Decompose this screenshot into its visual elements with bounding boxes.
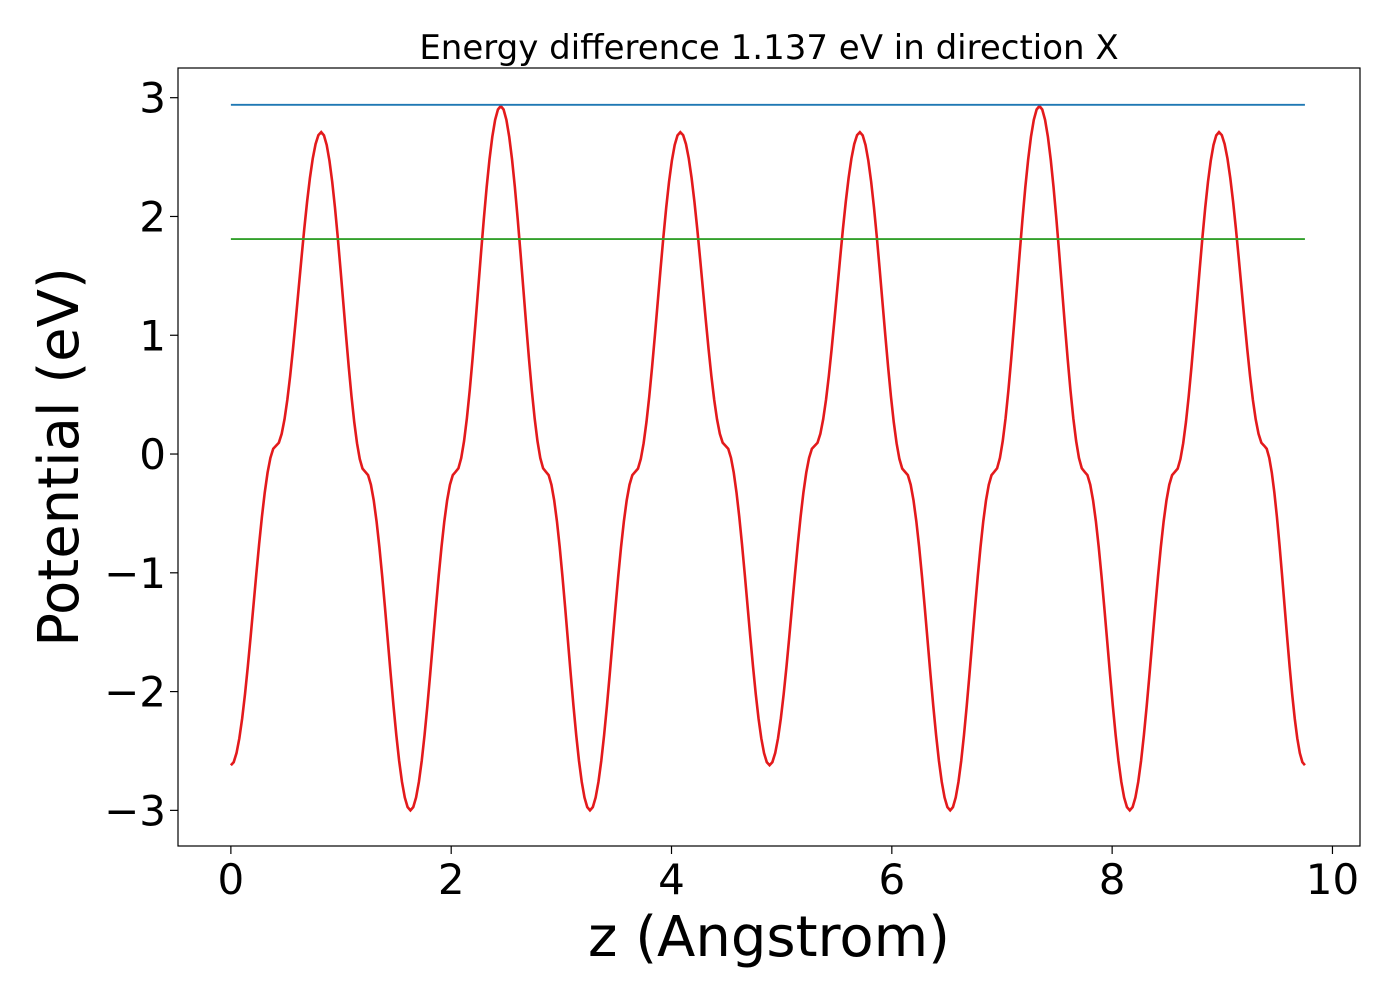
y-tick-label: 1 <box>139 311 166 360</box>
series-layer <box>229 103 1306 813</box>
x-tick-label: 6 <box>878 855 905 904</box>
series-line-0 <box>229 103 1306 813</box>
x-tick-label: 2 <box>438 855 465 904</box>
x-axis: 0 2 4 6 8 10 <box>218 846 1359 904</box>
x-axis-label: z (Angstrom) <box>588 905 950 970</box>
y-tick-label: 3 <box>139 74 166 123</box>
y-tick-label: −3 <box>104 786 166 835</box>
x-tick-label: 8 <box>1099 855 1126 904</box>
chart-title: Energy difference 1.137 eV in direction … <box>419 28 1118 68</box>
x-tick-label: 10 <box>1306 855 1359 904</box>
y-axis-label: Potential (eV) <box>27 267 92 647</box>
x-tick-label: 0 <box>218 855 245 904</box>
x-tick-label: 4 <box>658 855 685 904</box>
y-tick-label: 2 <box>139 192 166 241</box>
y-axis: −3 −2 −1 0 1 2 3 <box>104 74 178 835</box>
y-tick-label: −2 <box>104 668 166 717</box>
plot-area-frame <box>177 67 1361 847</box>
y-tick-label: 0 <box>139 430 166 479</box>
y-tick-label: −1 <box>104 549 166 598</box>
